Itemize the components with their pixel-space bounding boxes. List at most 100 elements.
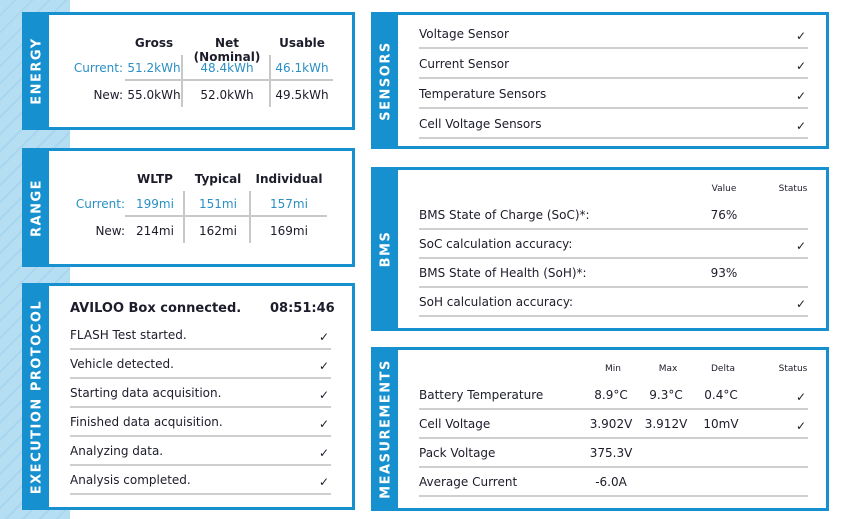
sensors-panel: SENSORS Voltage Sensor ✓ Current Sensor ✓ Te… <box>371 12 829 149</box>
check-icon: ✓ <box>318 475 329 489</box>
range-panel: RANGE WLTP Typical Individual Current: 199mi… <box>22 148 355 267</box>
column-header: Status <box>778 364 808 374</box>
value-cell: 46.1kWh <box>275 61 329 75</box>
bms-row: BMS State of Charge (SoC)*: 76% <box>419 208 808 230</box>
row-label: New: <box>95 224 125 238</box>
bms-row: SoH calculation accuracy: ✓ <box>419 295 808 317</box>
check-icon: ✓ <box>318 330 329 344</box>
check-icon: ✓ <box>795 29 806 43</box>
sensors-label: SENSORS <box>374 15 398 146</box>
status-check-icon: ✓ <box>795 390 806 404</box>
column-header: Individual <box>255 172 323 186</box>
step-label: Analyzing data. <box>70 444 164 458</box>
protocol-time: 08:51:46 <box>270 301 335 316</box>
value-cell: 151mi <box>199 197 237 211</box>
measurement-max: 3.912V <box>644 417 688 431</box>
value-cell: 49.5kWh <box>275 88 329 102</box>
sensor-item: Voltage Sensor ✓ <box>419 27 808 49</box>
value-cell: 214mi <box>136 224 174 238</box>
row-label: Current: <box>75 197 125 211</box>
status-check-icon: ✓ <box>795 239 806 253</box>
column-header: Typical <box>194 172 242 186</box>
protocol-step: Starting data acquisition. ✓ <box>70 386 331 408</box>
protocol-step: FLASH Test started. ✓ <box>70 328 331 350</box>
bms-value: 93% <box>710 266 738 280</box>
check-icon: ✓ <box>318 388 329 402</box>
measurements-label: MEASUREMENTS <box>374 350 398 508</box>
sensor-label: Cell Voltage Sensors <box>419 117 542 131</box>
measurement-label: Pack Voltage <box>419 446 496 460</box>
column-header: WLTP <box>137 172 173 186</box>
step-label: Vehicle detected. <box>70 357 174 371</box>
sensor-label: Temperature Sensors <box>419 87 547 101</box>
row-label: Current: <box>73 61 123 75</box>
bms-label: SoH calculation accuracy: <box>419 295 574 309</box>
bms-panel: BMS Value Status BMS State of Charge (SoC)… <box>371 167 829 331</box>
protocol-step: Finished data acquisition. ✓ <box>70 415 331 437</box>
step-label: Finished data acquisition. <box>70 415 223 429</box>
value-cell: 162mi <box>199 224 237 238</box>
measurement-min: 375.3V <box>589 446 633 460</box>
execution-protocol-label: EXECUTION PROTOCOL <box>25 286 49 507</box>
sensor-item: Cell Voltage Sensors ✓ <box>419 117 808 139</box>
value-cell: 52.0kWh <box>200 88 254 102</box>
value-cell: 199mi <box>136 197 174 211</box>
divider <box>183 191 185 243</box>
range-label: RANGE <box>25 151 49 264</box>
divider <box>269 55 271 107</box>
sensor-label: Voltage Sensor <box>419 27 509 41</box>
execution-protocol-panel: EXECUTION PROTOCOL AVILOO Box connected.… <box>22 283 355 510</box>
check-icon: ✓ <box>795 59 806 73</box>
sensor-item: Current Sensor ✓ <box>419 57 808 79</box>
divider <box>125 215 327 217</box>
divider <box>125 79 333 81</box>
measurement-row: Pack Voltage 375.3V <box>419 446 808 468</box>
column-header: Min <box>605 364 621 374</box>
protocol-header: AVILOO Box connected. <box>70 301 242 316</box>
protocol-step: Analysis completed. ✓ <box>70 473 331 495</box>
value-cell: 157mi <box>270 197 308 211</box>
column-header: Usable <box>279 36 325 50</box>
bms-label: BMS State of Charge (SoC)*: <box>419 208 590 222</box>
sensors-title: SENSORS <box>378 40 394 121</box>
value-cell: 48.4kWh <box>200 61 254 75</box>
energy-label: ENERGY <box>25 15 49 127</box>
check-icon: ✓ <box>318 446 329 460</box>
measurement-label: Battery Temperature <box>419 388 544 402</box>
divider <box>249 191 251 243</box>
measurement-min: 3.902V <box>589 417 633 431</box>
column-header: Gross <box>134 36 174 50</box>
protocol-step: Vehicle detected. ✓ <box>70 357 331 379</box>
bms-label: BMS <box>374 170 398 328</box>
step-label: Starting data acquisition. <box>70 386 222 400</box>
measurement-max: 9.3°C <box>649 388 683 402</box>
column-header-value: Value <box>711 184 737 194</box>
column-header: Net (Nominal) <box>193 36 261 64</box>
measurement-delta: 10mV <box>703 417 739 431</box>
execution-protocol-title: EXECUTION PROTOCOL <box>29 299 45 494</box>
energy-panel: ENERGY Gross Net (Nominal) Usable Current: 5… <box>22 12 355 130</box>
measurement-row: Average Current -6.0A <box>419 475 808 497</box>
check-icon: ✓ <box>795 119 806 133</box>
column-header: Max <box>658 364 678 374</box>
measurements-panel: MEASUREMENTS Min Max Delta Status Battery Te… <box>371 347 829 511</box>
bms-title: BMS <box>378 230 394 268</box>
status-check-icon: ✓ <box>795 297 806 311</box>
column-header: Delta <box>710 364 735 374</box>
row-label: New: <box>93 88 123 102</box>
bms-label: BMS State of Health (SoH)*: <box>419 266 587 280</box>
step-label: Analysis completed. <box>70 473 191 487</box>
value-cell: 55.0kWh <box>127 88 181 102</box>
measurement-label: Average Current <box>419 475 518 489</box>
status-check-icon: ✓ <box>795 419 806 433</box>
measurements-title: MEASUREMENTS <box>378 359 394 499</box>
measurement-min: -6.0A <box>595 475 627 489</box>
protocol-step: Analyzing data. ✓ <box>70 444 331 466</box>
measurement-delta: 0.4°C <box>704 388 738 402</box>
check-icon: ✓ <box>318 359 329 373</box>
check-icon: ✓ <box>795 89 806 103</box>
step-label: FLASH Test started. <box>70 328 187 342</box>
measurement-min: 8.9°C <box>594 388 628 402</box>
measurement-label: Cell Voltage <box>419 417 491 431</box>
divider <box>181 55 183 107</box>
